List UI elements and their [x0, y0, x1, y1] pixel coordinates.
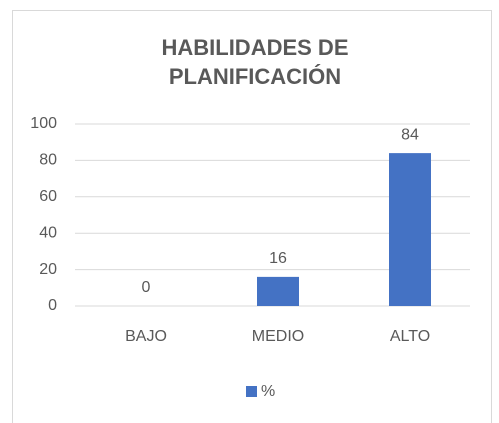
y-tick-label: 80 — [39, 152, 57, 169]
data-label: 84 — [401, 126, 419, 143]
y-tick-label: 20 — [39, 261, 57, 278]
data-label: 16 — [269, 250, 287, 267]
chart-border — [12, 10, 492, 423]
chart-title: HABILIDADES DE PLANIFICACIÓN — [161, 35, 349, 89]
bar — [389, 153, 431, 306]
y-tick-label: 40 — [39, 224, 57, 241]
bar — [257, 276, 299, 306]
y-tick-label: 100 — [30, 115, 57, 132]
legend-swatch — [246, 386, 257, 397]
x-tick-label: ALTO — [390, 328, 430, 345]
legend-label: % — [261, 383, 275, 400]
x-tick-label: MEDIO — [252, 328, 304, 345]
y-tick-label: 0 — [48, 297, 57, 314]
data-label: 0 — [142, 279, 151, 296]
y-tick-label: 60 — [39, 188, 57, 205]
x-tick-label: BAJO — [125, 328, 167, 345]
